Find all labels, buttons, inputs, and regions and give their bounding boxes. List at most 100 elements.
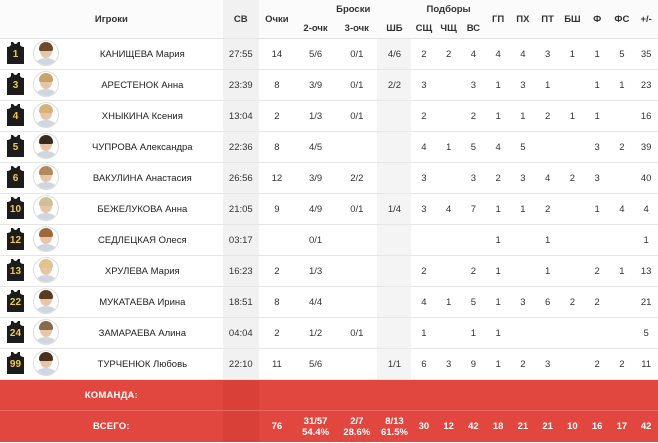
free-throws-cell xyxy=(377,224,412,256)
player-avatar[interactable] xyxy=(33,194,60,221)
player-row[interactable]: 5 ЧУПРОВА Александра 22:36 8 4/5 4 1 5 4 5 3 2 39 xyxy=(0,131,658,163)
player-avatar[interactable] xyxy=(33,256,60,283)
basketball-jersey-icon: 13 xyxy=(6,258,24,281)
jersey-number: 10 xyxy=(9,203,22,215)
assists-cell: 4 xyxy=(485,131,511,163)
player-name[interactable]: ЗАМАРАЕВА Алина xyxy=(61,317,223,349)
player-row[interactable]: 6 ВАКУЛИНА Анастасия 26:56 12 3/9 2/2 3 3 2 3 4 2 3 4… xyxy=(0,162,658,194)
two-point-cell: 1/3 xyxy=(294,255,337,287)
player-row[interactable]: 10 БЕЖЕЛУКОВА Анна 21:05 9 4/9 0/1 1/4 3 4 7 1 1 2 1 4… xyxy=(0,193,658,225)
minutes-cell: 23:39 xyxy=(222,69,259,101)
two-point-header[interactable]: 2-очк xyxy=(294,19,337,39)
player-row[interactable]: 12 СЕДЛЕЦКАЯ Олеся 03:17 0/1 1 1 1 xyxy=(0,224,658,256)
player-name[interactable]: КАНИЩЕВА Мария xyxy=(61,38,223,70)
assists-header[interactable]: ГП xyxy=(485,0,511,39)
player-avatar[interactable] xyxy=(33,39,60,66)
player-row[interactable]: 1 КАНИЩЕВА Мария 27:55 14 5/6 0/1 4/6 2 2 4 4 4 3 1 1 5… xyxy=(0,38,658,70)
header-row-top: Игроки СВ Очки Броски Подборы ГП ПХ ПТ Б… xyxy=(0,0,658,39)
jersey-number: 22 xyxy=(9,296,22,308)
shots-group-header: Броски xyxy=(294,0,412,19)
player-row[interactable]: 24 ЗАМАРАЕВА Алина 04:04 2 1/2 0/1 1 1 1 5 xyxy=(0,317,658,349)
player-avatar[interactable] xyxy=(33,287,60,314)
steals-cell xyxy=(535,317,560,349)
player-row[interactable]: 4 ХНЫКИНА Ксения 13:04 2 1/3 0/1 2 2 1 1 2 1 1 16 xyxy=(0,100,658,132)
minutes-header[interactable]: СВ xyxy=(222,0,259,39)
steals-cell: 3 xyxy=(535,348,560,380)
player-avatar[interactable] xyxy=(33,163,60,190)
free-throws-cell: 2/2 xyxy=(377,69,412,101)
three-point-header[interactable]: 3-очк xyxy=(336,19,378,39)
player-name[interactable]: СЕДЛЕЦКАЯ Олеся xyxy=(61,224,223,256)
steals-cell xyxy=(535,131,560,163)
player-name[interactable]: ВАКУЛИНА Анастасия xyxy=(61,162,223,194)
player-name[interactable]: ХНЫКИНА Ксения xyxy=(61,100,223,132)
blocks-header[interactable]: БШ xyxy=(560,0,585,39)
player-avatar[interactable] xyxy=(33,349,60,376)
off-rebounds-cell: 3 xyxy=(436,348,461,380)
plus-minus-header[interactable]: +/- xyxy=(634,0,658,39)
two-point-cell: 5/6 xyxy=(294,348,337,380)
fouls-drawn-cell xyxy=(609,162,635,194)
player-name[interactable]: МУКАТАЕВА Ирина xyxy=(61,286,223,318)
fouls-header[interactable]: Ф xyxy=(584,0,610,39)
plus-minus-cell: 40 xyxy=(634,162,658,194)
turnovers-cell: 5 xyxy=(510,131,536,163)
minutes-cell: 04:04 xyxy=(222,317,259,349)
steals-cell: 2 xyxy=(535,193,560,225)
rebounds-cell: 3 xyxy=(460,69,486,101)
rebounds-cell: 5 xyxy=(460,286,486,318)
two-point-cell: 0/1 xyxy=(294,224,337,256)
plus-minus-cell: 16 xyxy=(634,100,658,132)
def-rebounds-cell: 1 xyxy=(411,317,437,349)
three-point-cell: 0/1 xyxy=(336,317,378,349)
basketball-jersey-icon: 24 xyxy=(6,320,24,343)
fouls-drawn-cell: 1 xyxy=(609,255,635,287)
player-avatar[interactable] xyxy=(33,70,60,97)
turnovers-header[interactable]: ПХ xyxy=(510,0,536,39)
player-name[interactable]: ХРУЛЕВА Мария xyxy=(61,255,223,287)
plus-minus-cell: 39 xyxy=(634,131,658,163)
player-avatar[interactable] xyxy=(33,132,60,159)
basketball-jersey-icon: 12 xyxy=(6,227,24,250)
minutes-cell: 27:55 xyxy=(222,38,259,70)
player-name[interactable]: БЕЖЕЛУКОВА Анна xyxy=(61,193,223,225)
total-steals: 21 xyxy=(535,410,560,442)
player-row[interactable]: 99 ТУРЧЕНЮК Любовь 22:10 11 5/6 1/1 6 3 9 1 2 3 2 2 11 xyxy=(0,348,658,380)
plus-minus-cell: 11 xyxy=(634,348,658,380)
player-row[interactable]: 3 АРЕСТЕНОК Анна 23:39 8 3/9 0/1 2/2 3 3 1 3 1 1 1 23 xyxy=(0,69,658,101)
jersey-number: 5 xyxy=(12,141,19,153)
jersey-number: 12 xyxy=(9,234,22,246)
three-point-cell: 0/1 xyxy=(336,38,378,70)
plus-minus-cell: 23 xyxy=(634,69,658,101)
points-header[interactable]: Очки xyxy=(258,0,295,39)
player-name[interactable]: ЧУПРОВА Александра xyxy=(61,131,223,163)
minutes-cell: 18:51 xyxy=(222,286,259,318)
minutes-cell: 16:23 xyxy=(222,255,259,287)
player-avatar[interactable] xyxy=(33,101,60,128)
free-throws-header[interactable]: ШБ xyxy=(377,19,412,39)
player-avatar[interactable] xyxy=(33,225,60,252)
def-rebounds-cell: 4 xyxy=(411,131,437,163)
two-point-cell: 4/9 xyxy=(294,193,337,225)
blocks-cell: 2 xyxy=(560,286,585,318)
def-rebounds-header[interactable]: СЩ xyxy=(411,19,437,39)
player-row[interactable]: 13 ХРУЛЕВА Мария 16:23 2 1/3 2 2 1 1 2 1 13 xyxy=(0,255,658,287)
player-name[interactable]: АРЕСТЕНОК Анна xyxy=(61,69,223,101)
turnovers-cell xyxy=(510,224,536,256)
off-rebounds-header[interactable]: ЧЩ xyxy=(436,19,461,39)
player-name[interactable]: ТУРЧЕНЮК Любовь xyxy=(61,348,223,380)
player-row[interactable]: 22 МУКАТАЕВА Ирина 18:51 8 4/4 4 1 5 1 3 6 2 2 21 xyxy=(0,286,658,318)
player-avatar[interactable] xyxy=(33,318,60,345)
fouls-cell: 1 xyxy=(584,38,610,70)
turnovers-cell: 2 xyxy=(510,348,536,380)
blocks-cell xyxy=(560,348,585,380)
fouls-drawn-header[interactable]: ФС xyxy=(609,0,635,39)
three-point-cell xyxy=(336,255,378,287)
free-throws-cell: 1/1 xyxy=(377,348,412,380)
fouls-cell xyxy=(584,317,610,349)
total-rebounds-header[interactable]: ВС xyxy=(460,19,486,39)
turnovers-cell: 1 xyxy=(510,193,536,225)
steals-header[interactable]: ПТ xyxy=(535,0,560,39)
turnovers-cell: 3 xyxy=(510,286,536,318)
